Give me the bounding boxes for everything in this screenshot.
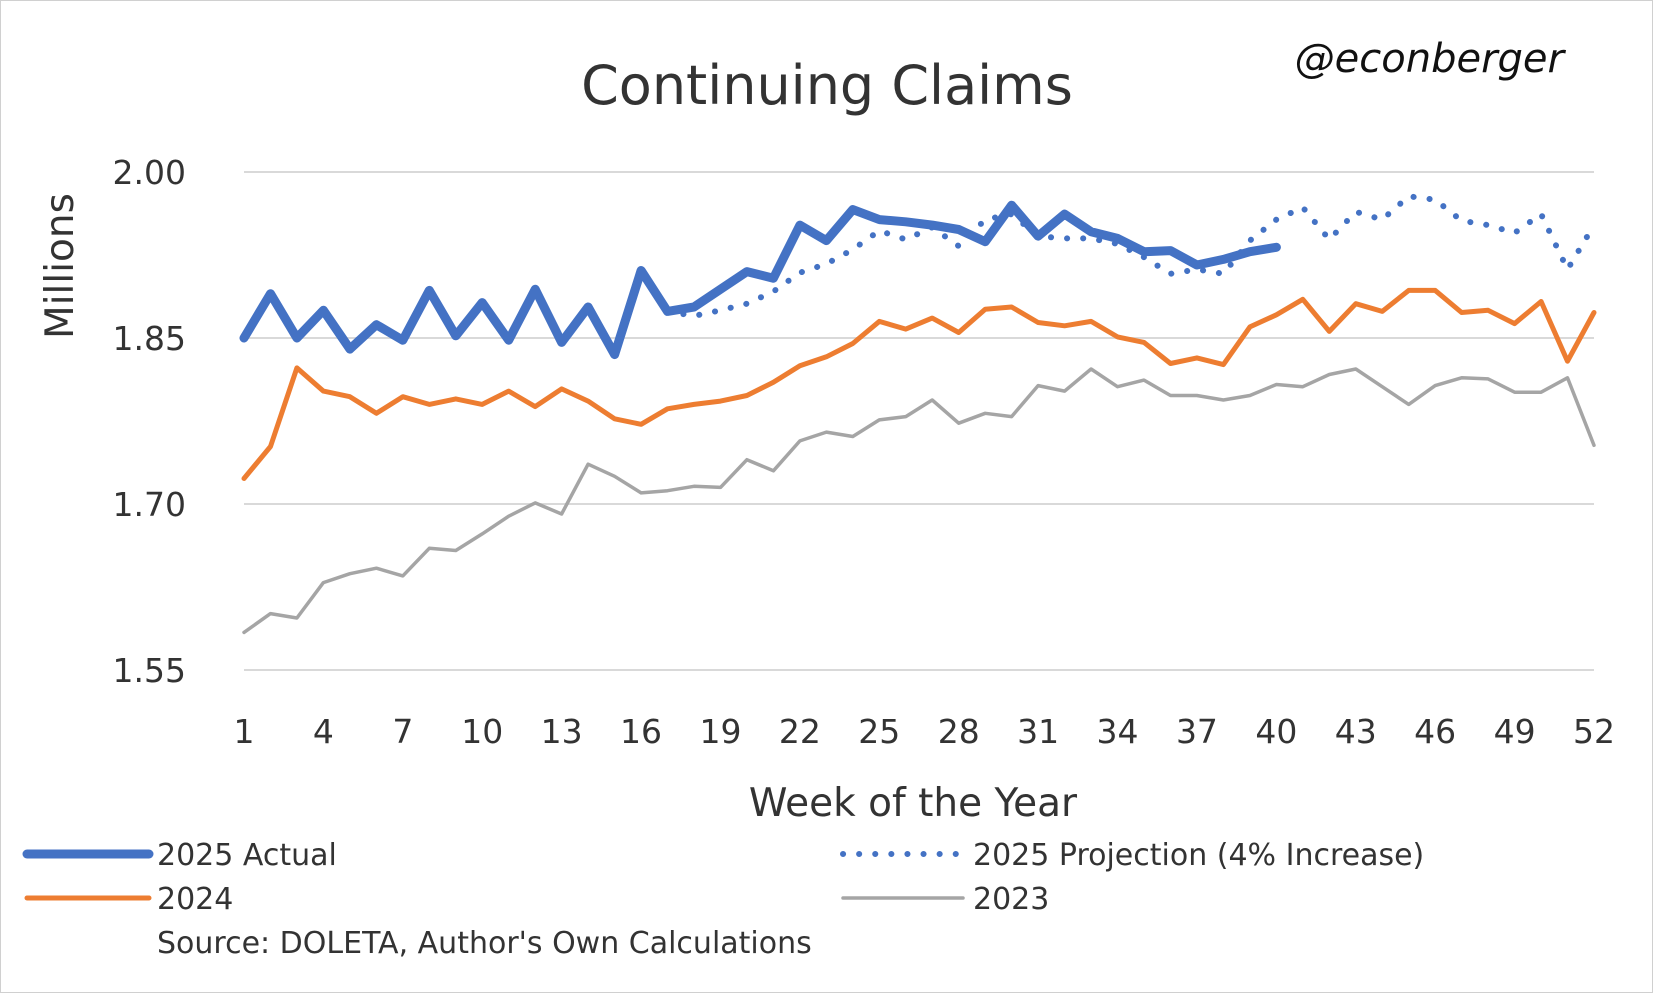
- legend-label-2025-actual: 2025 Actual: [157, 838, 337, 873]
- author-handle: @econberger: [1295, 36, 1567, 82]
- x-tick-label-49: 49: [1494, 712, 1536, 751]
- x-tick-label-40: 40: [1255, 712, 1297, 751]
- y-tick-label-2.00: 2.00: [113, 153, 186, 192]
- series-line-2025-projection-4-increase: [664, 193, 1597, 319]
- y-tick-label-1.85: 1.85: [113, 319, 186, 358]
- x-tick-label-13: 13: [541, 712, 583, 751]
- series-line-2024: [241, 287, 1597, 481]
- x-tick-label-28: 28: [938, 712, 980, 751]
- x-tick-label-7: 7: [392, 712, 413, 751]
- series-lines: [239, 193, 1597, 635]
- legend-label-2025-projection: 2025 Projection (4% Increase): [973, 838, 1424, 873]
- x-tick-label-1: 1: [234, 712, 255, 751]
- legend: 2025 Actual 2025 Projection (4% Increase…: [22, 838, 1424, 917]
- x-tick-label-43: 43: [1335, 712, 1377, 751]
- y-axis-title: Millions: [38, 193, 83, 339]
- gridlines: [244, 171, 1594, 671]
- x-axis-title: Week of the Year: [749, 781, 1078, 826]
- y-axis-tick-labels: 1.55 1.70 1.85 2.00: [113, 153, 186, 690]
- x-tick-label-10: 10: [461, 712, 503, 751]
- x-tick-label-19: 19: [699, 712, 741, 751]
- series-line-2025-actual: [239, 200, 1281, 360]
- series-line-2023: [242, 367, 1596, 635]
- x-tick-label-46: 46: [1414, 712, 1456, 751]
- x-tick-label-37: 37: [1176, 712, 1218, 751]
- y-tick-label-1.70: 1.70: [113, 485, 186, 524]
- x-tick-label-16: 16: [620, 712, 662, 751]
- x-tick-label-52: 52: [1573, 712, 1615, 751]
- x-axis-tick-labels: 1 4 7 10 13 16 19 22 25 28 31 34 37 40 43 46 49 52: [234, 712, 1616, 751]
- x-tick-label-4: 4: [313, 712, 334, 751]
- x-tick-label-22: 22: [779, 712, 821, 751]
- chart-title: Continuing Claims: [581, 54, 1073, 117]
- x-tick-label-31: 31: [1017, 712, 1059, 751]
- legend-label-2024: 2024: [157, 882, 233, 917]
- x-tick-label-34: 34: [1097, 712, 1139, 751]
- x-tick-label-25: 25: [858, 712, 900, 751]
- y-tick-label-1.55: 1.55: [113, 651, 186, 690]
- legend-label-2023: 2023: [973, 882, 1049, 917]
- source-note: Source: DOLETA, Author's Own Calculation…: [157, 926, 812, 961]
